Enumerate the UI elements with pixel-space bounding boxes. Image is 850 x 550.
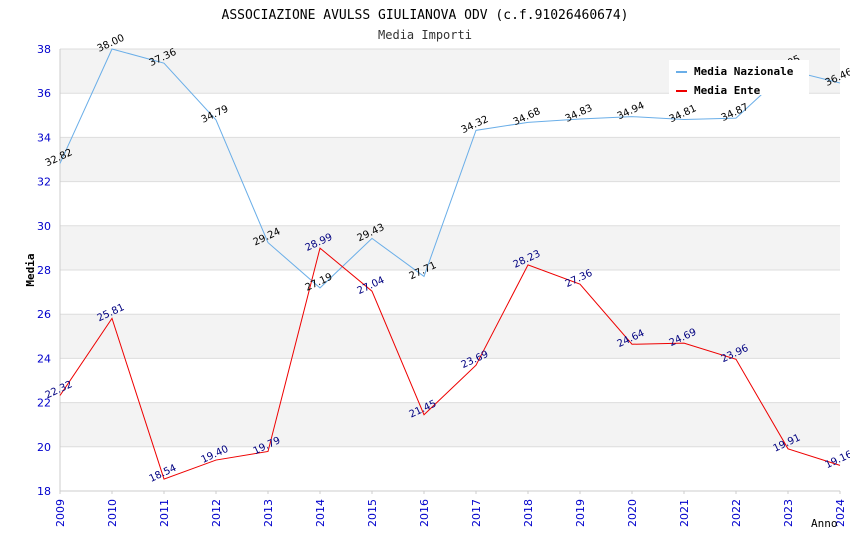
data-label: 34.94 (616, 100, 647, 122)
data-label: 27.36 (564, 268, 595, 290)
axes (59, 49, 841, 494)
data-label: 27.19 (304, 272, 335, 294)
x-tick-label: 2020 (626, 499, 639, 527)
legend: Media Nazionale Media Ente (669, 60, 809, 97)
x-tick-label: 2024 (834, 499, 847, 527)
plot-band (60, 137, 840, 182)
plot-band (60, 314, 840, 359)
x-tick-label: 2018 (522, 499, 535, 527)
x-tick-label: 2023 (782, 499, 795, 527)
y-tick-label: 20 (37, 441, 51, 454)
x-tick-label: 2021 (678, 499, 691, 527)
y-tick-label: 34 (37, 131, 51, 144)
x-tick-label: 2012 (210, 499, 223, 527)
chart-title: ASSOCIAZIONE AVULSS GIULIANOVA ODV (c.f.… (222, 8, 629, 23)
y-tick-label: 32 (37, 176, 51, 189)
x-tick-label: 2017 (470, 499, 483, 527)
y-tick-label: 36 (37, 87, 51, 100)
legend-label-ente: Media Ente (694, 84, 761, 97)
data-label: 34.68 (512, 106, 543, 128)
y-tick-label: 22 (37, 397, 51, 410)
plot-bands (60, 49, 840, 447)
y-tick-label: 18 (37, 485, 51, 498)
data-label: 34.81 (668, 103, 699, 125)
y-tick-label: 26 (37, 308, 51, 321)
x-tick-label: 2016 (418, 499, 431, 527)
plot-band (60, 402, 840, 447)
plot-band (60, 225, 840, 270)
data-label: 27.04 (356, 275, 387, 297)
y-tick-label: 30 (37, 220, 51, 233)
chart-subtitle: Media Importi (378, 28, 472, 42)
data-label: 34.83 (564, 103, 595, 125)
legend-box (669, 60, 809, 95)
y-tick-label: 28 (37, 264, 51, 277)
y-tick-label: 38 (37, 43, 51, 56)
legend-label-nazionale: Media Nazionale (694, 65, 794, 78)
data-label: 18.54 (148, 463, 179, 485)
x-axis-title: Anno (811, 517, 838, 530)
data-label: 19.16 (824, 449, 850, 471)
series-lines (59, 48, 841, 480)
x-tick-label: 2022 (730, 499, 743, 527)
series-line-media-nazionale (59, 48, 841, 289)
x-tick-label: 2010 (106, 499, 119, 527)
x-tick-label: 2013 (262, 499, 275, 527)
data-label: 34.87 (720, 102, 751, 124)
x-tick-label: 2009 (54, 499, 67, 527)
x-tick-label: 2015 (366, 499, 379, 527)
x-tick-label: 2019 (574, 499, 587, 527)
y-axis-title: Media (24, 253, 37, 286)
x-tick-label: 2014 (314, 499, 327, 527)
series-line-media-ente (59, 247, 841, 480)
x-tick-label: 2011 (158, 499, 171, 527)
y-tick-label: 24 (37, 352, 51, 365)
